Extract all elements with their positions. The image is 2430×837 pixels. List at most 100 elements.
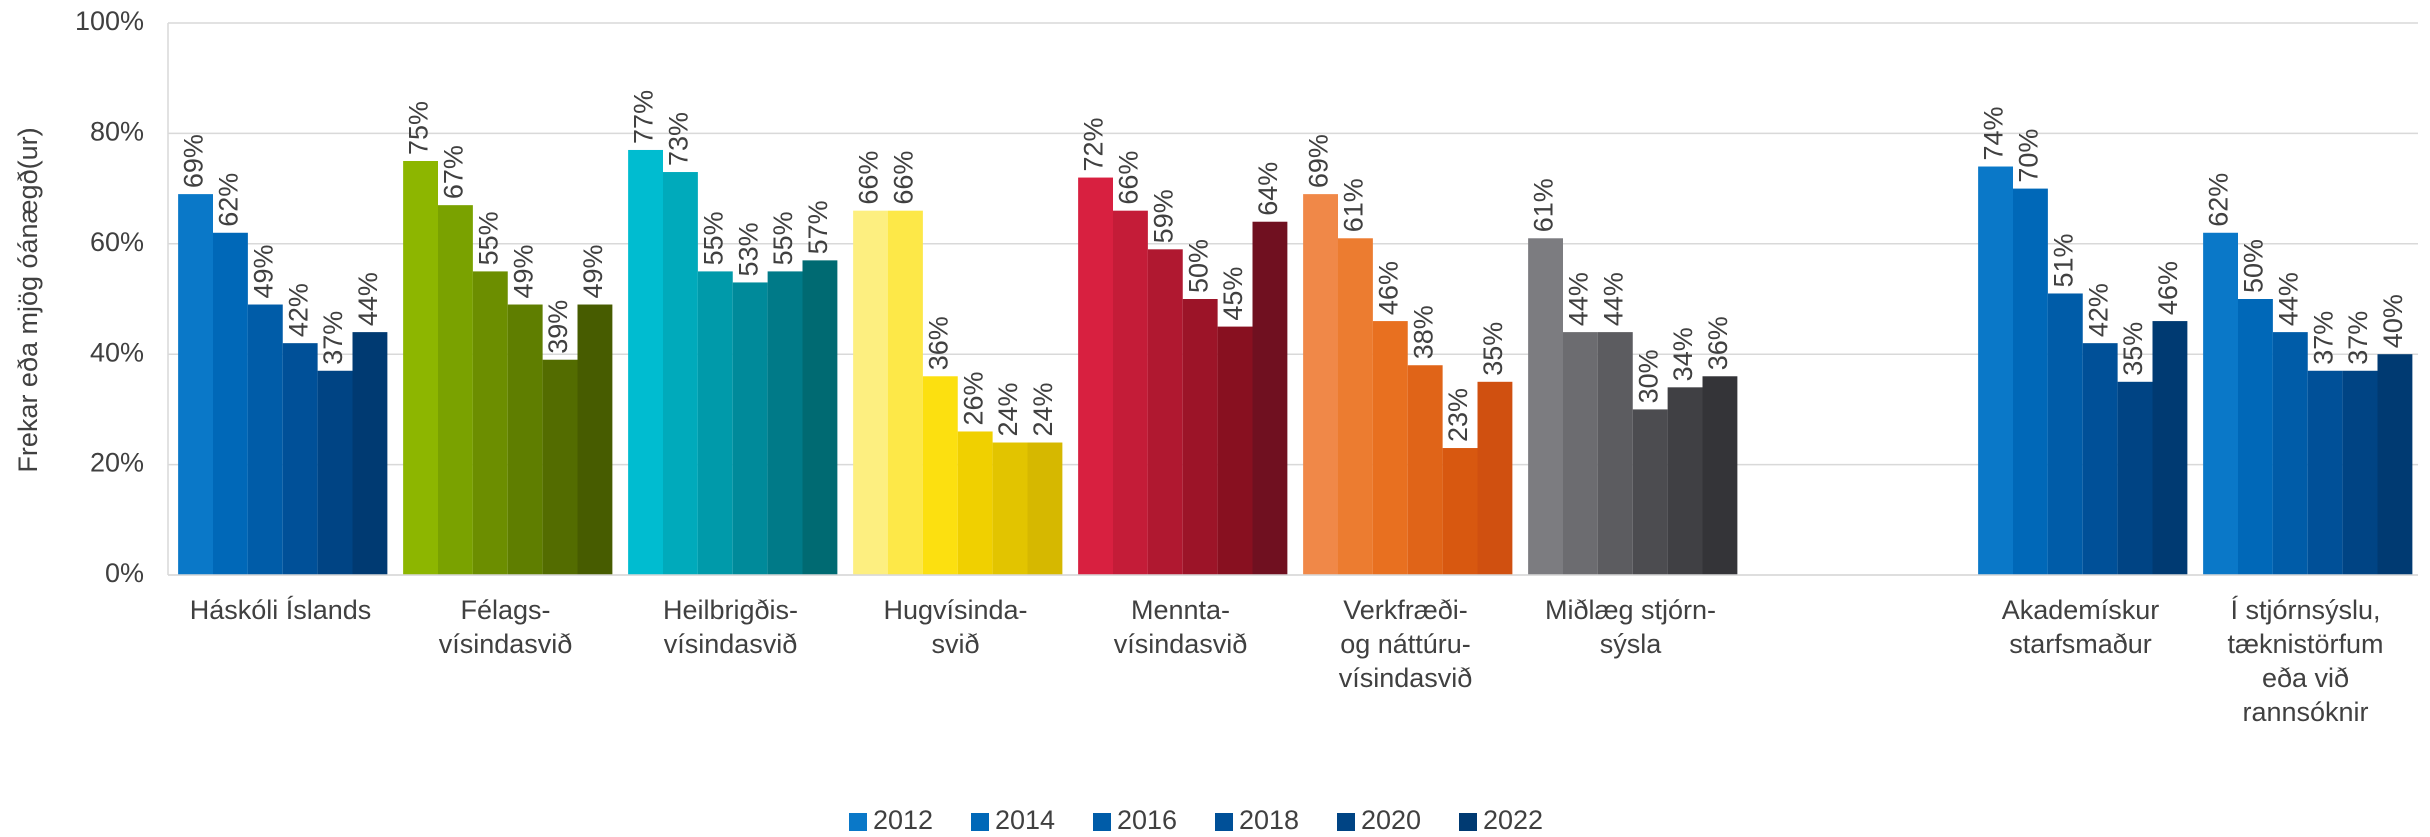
bar — [853, 210, 888, 575]
bar — [992, 442, 1028, 575]
bar — [767, 271, 803, 575]
bar — [1113, 210, 1148, 575]
bar — [1303, 194, 1338, 575]
bar — [1372, 321, 1408, 575]
bar — [317, 370, 353, 575]
bar — [1528, 238, 1563, 575]
data-label: 23% — [1443, 388, 1473, 442]
legend-label: 2016 — [1117, 805, 1177, 835]
legend-label: 2022 — [1483, 805, 1543, 835]
legend-swatch — [1215, 813, 1233, 831]
y-tick-label: 40% — [90, 337, 144, 367]
data-label: 42% — [283, 283, 313, 337]
data-label: 36% — [923, 316, 953, 370]
x-tick-label: Í stjórnsýslu, tæknistörfum eða við rann… — [2227, 595, 2384, 727]
x-tick-label: Félags- vísindasvið — [438, 595, 573, 659]
data-label: 30% — [1633, 349, 1663, 403]
data-label: 55% — [768, 211, 798, 265]
x-tick-label: Háskóli Íslands — [189, 595, 372, 625]
data-label: 36% — [1703, 316, 1733, 370]
data-label: 44% — [1598, 272, 1628, 326]
bar — [2152, 321, 2188, 575]
y-tick-label: 60% — [90, 227, 144, 257]
data-label: 75% — [404, 101, 434, 155]
legend-label: 2018 — [1239, 805, 1299, 835]
bar — [403, 161, 438, 575]
data-label: 66% — [889, 151, 919, 205]
bar — [282, 343, 318, 575]
data-label: 46% — [2153, 261, 2183, 315]
data-label: 61% — [1339, 178, 1369, 232]
bar — [802, 260, 838, 575]
data-label: 38% — [1408, 305, 1438, 359]
bar — [577, 304, 613, 575]
bar — [1477, 381, 1513, 575]
data-label: 42% — [2083, 283, 2113, 337]
data-label: 74% — [1979, 106, 2009, 160]
bar — [472, 271, 508, 575]
data-label: 24% — [993, 382, 1023, 436]
bar — [507, 304, 543, 575]
bar — [1978, 166, 2013, 575]
bar — [1442, 448, 1478, 575]
bar — [542, 359, 578, 575]
bar — [1338, 238, 1373, 575]
data-label: 37% — [2343, 311, 2373, 365]
data-label: 50% — [1183, 239, 1213, 293]
bar — [2117, 381, 2153, 575]
bar — [352, 332, 388, 575]
bar — [1667, 387, 1703, 575]
x-tick-label: Mennta- vísindasvið — [1113, 595, 1248, 659]
bar — [2307, 370, 2343, 575]
legend-swatch — [971, 813, 989, 831]
data-label: 69% — [179, 134, 209, 188]
bar — [438, 205, 473, 575]
data-label: 49% — [578, 244, 608, 298]
data-label: 39% — [543, 300, 573, 354]
x-tick-label: Miðlæg stjórn- sýsla — [1544, 595, 1717, 659]
bar — [1182, 299, 1218, 575]
x-tick-label: Hugvísinda- svið — [883, 595, 1028, 659]
data-label: 49% — [248, 244, 278, 298]
bar — [247, 304, 283, 575]
y-tick-label: 80% — [90, 117, 144, 147]
data-label: 40% — [2378, 294, 2408, 348]
bar — [628, 149, 663, 575]
x-tick-label: Verkfræði- og náttúru- vísindasvið — [1338, 595, 1473, 693]
data-label: 49% — [508, 244, 538, 298]
bar — [2013, 188, 2048, 575]
bar — [697, 271, 733, 575]
data-label: 61% — [1529, 178, 1559, 232]
data-label: 44% — [2273, 272, 2303, 326]
data-label: 26% — [958, 371, 988, 425]
bar — [663, 172, 698, 576]
bar — [1632, 409, 1668, 575]
bar — [1597, 332, 1633, 575]
x-tick-label: Heilbrigðis- vísindasvið — [662, 595, 799, 659]
data-label: 37% — [2308, 311, 2338, 365]
legend-swatch — [1337, 813, 1355, 831]
y-tick-label: 20% — [90, 448, 144, 478]
legend-label: 2012 — [873, 805, 933, 835]
data-label: 55% — [698, 211, 728, 265]
bar — [1027, 442, 1063, 575]
data-label: 67% — [439, 145, 469, 199]
data-label: 35% — [1478, 322, 1508, 376]
bar — [1252, 221, 1288, 575]
data-label: 55% — [473, 211, 503, 265]
data-label: 72% — [1079, 118, 1109, 172]
y-tick-label: 0% — [105, 558, 144, 588]
bar — [922, 376, 958, 575]
y-axis-label: Frekar eða mjög óánægð(ur) — [13, 127, 43, 472]
bar — [888, 210, 923, 575]
y-tick-label: 100% — [75, 6, 144, 36]
data-label: 62% — [2204, 173, 2234, 227]
bar — [2342, 370, 2378, 575]
bar — [2082, 343, 2118, 575]
data-label: 24% — [1028, 382, 1058, 436]
bar — [178, 194, 213, 575]
data-label: 64% — [1253, 162, 1283, 216]
data-label: 73% — [664, 112, 694, 166]
